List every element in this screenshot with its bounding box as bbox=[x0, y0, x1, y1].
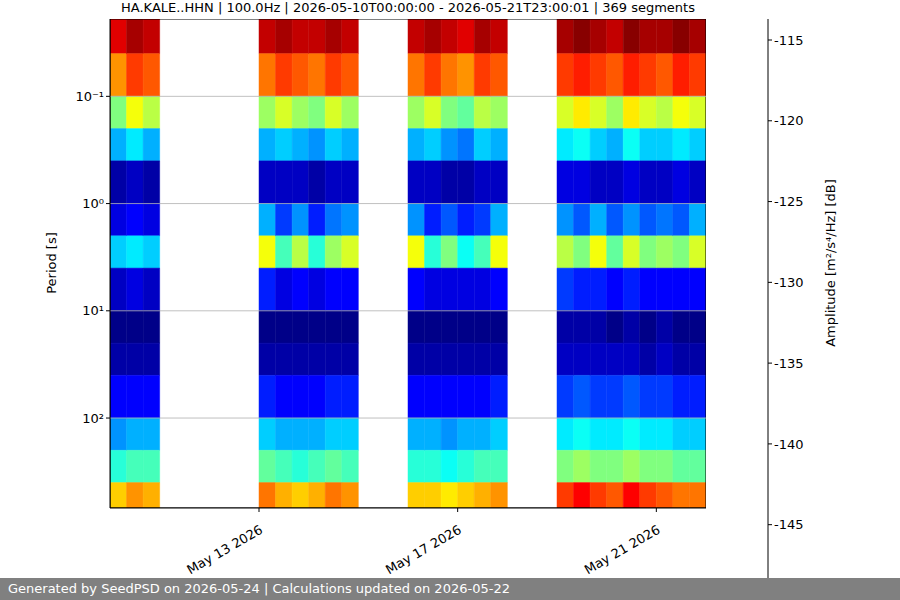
html-text:Period [s]: Period [s] bbox=[44, 232, 59, 294]
svg-text:-120: -120 bbox=[774, 113, 804, 128]
svg-text:-140: -140 bbox=[774, 437, 804, 452]
html-text:HA.KALE..HHN | 100.0Hz | 2026-: HA.KALE..HHN | 100.0Hz | 2026-05-10T00:0… bbox=[121, 0, 695, 15]
svg-text:-135: -135 bbox=[774, 356, 804, 371]
svg-text:10¹: 10¹ bbox=[82, 303, 104, 318]
svg-text:10⁻¹: 10⁻¹ bbox=[75, 89, 104, 104]
svg-text:-145: -145 bbox=[774, 517, 804, 532]
svg-text:-125: -125 bbox=[774, 194, 804, 209]
svg-text:10⁰: 10⁰ bbox=[82, 196, 104, 211]
svg-text:-115: -115 bbox=[774, 33, 804, 48]
svg-text:May 13 2026: May 13 2026 bbox=[184, 522, 265, 577]
svg-text:10²: 10² bbox=[82, 411, 104, 426]
html-text:Amplitude [m²/s⁴/Hz] [dB]: Amplitude [m²/s⁴/Hz] [dB] bbox=[823, 179, 838, 347]
svg-text:May 21 2026: May 21 2026 bbox=[582, 522, 663, 577]
html-text:Generated by SeedPSD on 2026-0: Generated by SeedPSD on 2026-05-24 | Cal… bbox=[8, 581, 510, 596]
svg-text:-130: -130 bbox=[774, 275, 804, 290]
svg-text:May 17 2026: May 17 2026 bbox=[383, 522, 464, 577]
